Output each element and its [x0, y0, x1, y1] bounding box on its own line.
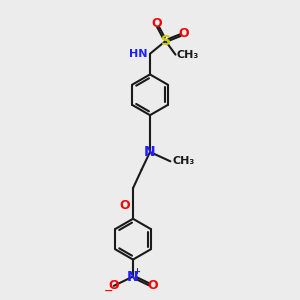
Text: O: O [147, 279, 158, 292]
Text: O: O [178, 27, 189, 40]
Text: CH₃: CH₃ [172, 156, 195, 166]
Text: O: O [151, 17, 161, 30]
Text: O: O [119, 199, 130, 212]
Text: O: O [109, 279, 119, 292]
Text: CH₃: CH₃ [177, 50, 199, 60]
Text: N: N [127, 269, 139, 284]
Text: N: N [144, 145, 156, 159]
Text: S: S [160, 34, 171, 48]
Text: +: + [134, 267, 140, 276]
Text: HN: HN [129, 49, 148, 59]
Text: −: − [104, 286, 113, 296]
